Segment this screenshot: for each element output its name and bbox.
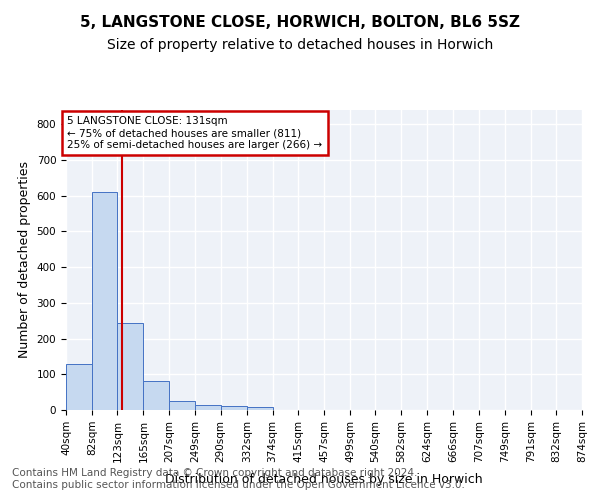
Bar [118,323,143,410]
Text: Size of property relative to detached houses in Horwich: Size of property relative to detached ho… [107,38,493,52]
Text: 5, LANGSTONE CLOSE, HORWICH, BOLTON, BL6 5SZ: 5, LANGSTONE CLOSE, HORWICH, BOLTON, BL6… [80,15,520,30]
Bar [247,407,272,410]
Bar [196,404,221,410]
Bar [66,364,92,410]
Bar [143,382,169,410]
Y-axis label: Number of detached properties: Number of detached properties [18,162,31,358]
Bar [92,192,118,410]
Text: Contains HM Land Registry data © Crown copyright and database right 2024.
Contai: Contains HM Land Registry data © Crown c… [12,468,465,490]
Bar [169,401,196,410]
Text: 5 LANGSTONE CLOSE: 131sqm
← 75% of detached houses are smaller (811)
25% of semi: 5 LANGSTONE CLOSE: 131sqm ← 75% of detac… [67,116,322,150]
Bar [221,406,247,410]
X-axis label: Distribution of detached houses by size in Horwich: Distribution of detached houses by size … [165,473,483,486]
